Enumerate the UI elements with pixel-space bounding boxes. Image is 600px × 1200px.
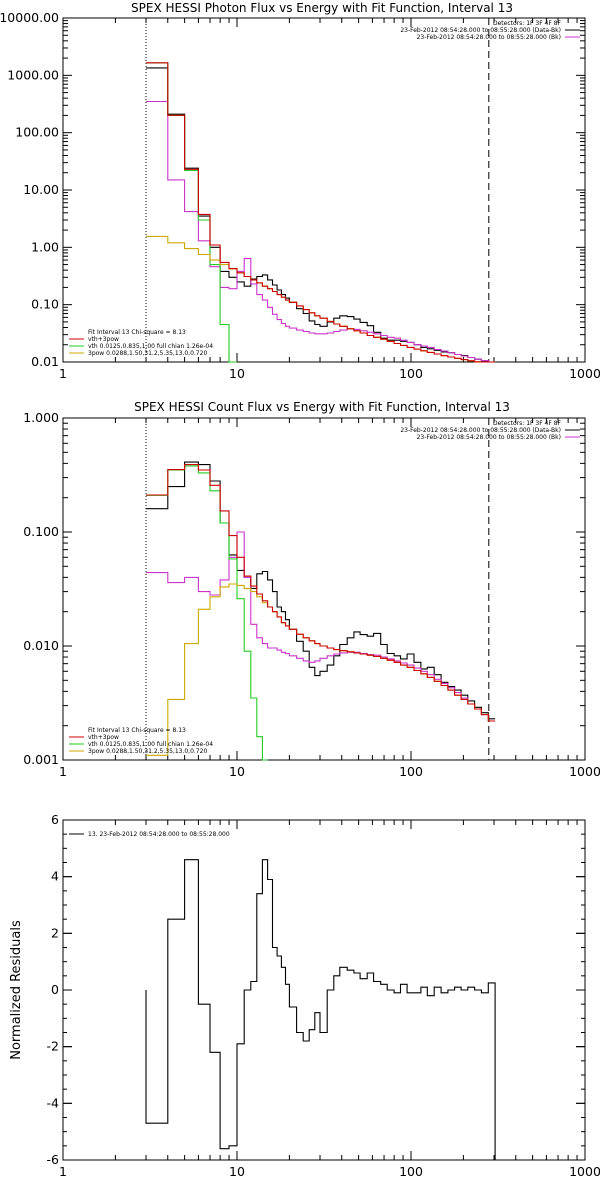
count-x-tick-label: 1 — [59, 764, 67, 779]
residual-x-tick-label: 1 — [59, 1164, 67, 1179]
photon-y-tick-label: 10.00 — [23, 182, 59, 197]
photon-y-tick-label: 0.01 — [31, 354, 59, 369]
count-y-tick-label: 0.001 — [23, 752, 59, 767]
residual-x-tick-label: 1000 — [569, 1164, 600, 1179]
count-legend-top-entry: 23-Feb-2012 08:54:28.000 to 08:55:28.000… — [400, 427, 561, 434]
residual-y-tick-label: 6 — [51, 812, 59, 827]
photon-legend-bottom-entry: Fit Interval 13 Chi-square = 8.13 — [88, 329, 186, 336]
photon-series-bk — [146, 100, 496, 363]
count-plot-frame — [62, 417, 586, 761]
photon-legend-top-entry: Detectors: 1F 3F 4F 8F — [493, 20, 562, 27]
count-legend-bottom-entry: vth+3pow — [88, 734, 119, 741]
photon-series-vth-3pow — [146, 62, 496, 363]
photon-legend-bottom-entry: vth 0.0125,0.835,1.00 full chian 1.26e-0… — [88, 343, 213, 350]
count-x-tick-label: 10 — [229, 764, 245, 779]
photon-y-tick-label: 10000.00 — [0, 10, 59, 25]
photon-y-tick-label: 100.00 — [15, 125, 59, 140]
residuals-panel: Normalized Residuals 1 10 100 1000 -6 -4 -2 0 2 4… — [9, 812, 600, 1179]
count-x-tick-label: 100 — [399, 764, 423, 779]
residual-y-tick-label: -6 — [47, 1152, 60, 1167]
residual-y-tick-label: -4 — [47, 1095, 60, 1110]
residual-legend-entry: 13. 23-Feb-2012 08:54:28.000 to 08:55:28… — [88, 831, 230, 838]
count-legend-top-entry: 23-Feb-2012 08:54:28.000 to 08:55:28.000… — [417, 434, 561, 441]
count-flux-title: SPEX HESSI Count Flux vs Energy with Fit… — [134, 400, 510, 414]
count-series-vth-3pow — [146, 464, 496, 722]
photon-flux-title: SPEX HESSI Photon Flux vs Energy with Fi… — [131, 1, 513, 15]
photon-x-tick-label: 1 — [59, 366, 67, 381]
photon-y-tick-label: 1000.00 — [7, 67, 59, 82]
residual-y-tick-label: 2 — [51, 925, 59, 940]
count-flux-panel: SPEX HESSI Count Flux vs Energy with Fit… — [23, 400, 600, 779]
count-legend-bottom-entry: 3pow 0.0288,1.50,31.2,5.35,13.0,0.720 — [88, 748, 207, 755]
photon-legend-top-entry: 23-Feb-2012 08:54:28.000 to 08:55:28.000… — [400, 27, 561, 34]
residual-y-tick-label: -2 — [47, 1039, 59, 1054]
count-legend-top-entry: Detectors: 1F 3F 4F 8F — [493, 420, 562, 427]
residual-x-tick-label: 100 — [399, 1164, 423, 1179]
residual-x-tick-label: 10 — [229, 1164, 245, 1179]
photon-legend-top-entry: 23-Feb-2012 08:54:28.000 to 08:55:28.000… — [417, 34, 561, 41]
count-legend-bottom-entry: Fit Interval 13 Chi-square = 8.13 — [88, 727, 186, 734]
photon-y-tick-label: 0.10 — [31, 297, 59, 312]
count-y-tick-label: 0.100 — [23, 524, 59, 539]
photon-legend-bottom-entry: 3pow 0.0288,1.50,31.2,5.35,13.0,0.720 — [88, 350, 207, 357]
photon-x-tick-label: 100 — [399, 366, 423, 381]
photon-x-tick-label: 10 — [229, 366, 245, 381]
residual-y-tick-label: 4 — [51, 869, 59, 884]
photon-y-tick-label: 1.00 — [31, 239, 59, 254]
count-x-tick-label: 1000 — [569, 764, 600, 779]
residual-y-tick-label: 0 — [51, 982, 59, 997]
residual-series-13-23-feb-2012-08-54-28-000-to-08-55-28-000 — [145, 859, 496, 1160]
photon-legend-bottom-entry: vth+3pow — [88, 336, 119, 343]
photon-x-tick-label: 1000 — [569, 366, 600, 381]
residuals-y-label: Normalized Residuals — [9, 920, 24, 1060]
count-y-tick-label: 1.000 — [23, 410, 59, 425]
photon-flux-panel: SPEX HESSI Photon Flux vs Energy with Fi… — [0, 1, 600, 381]
count-legend-bottom-entry: vth 0.0125,0.835,1.00 full chian 1.26e-0… — [88, 741, 213, 748]
count-y-tick-label: 0.010 — [23, 638, 59, 653]
